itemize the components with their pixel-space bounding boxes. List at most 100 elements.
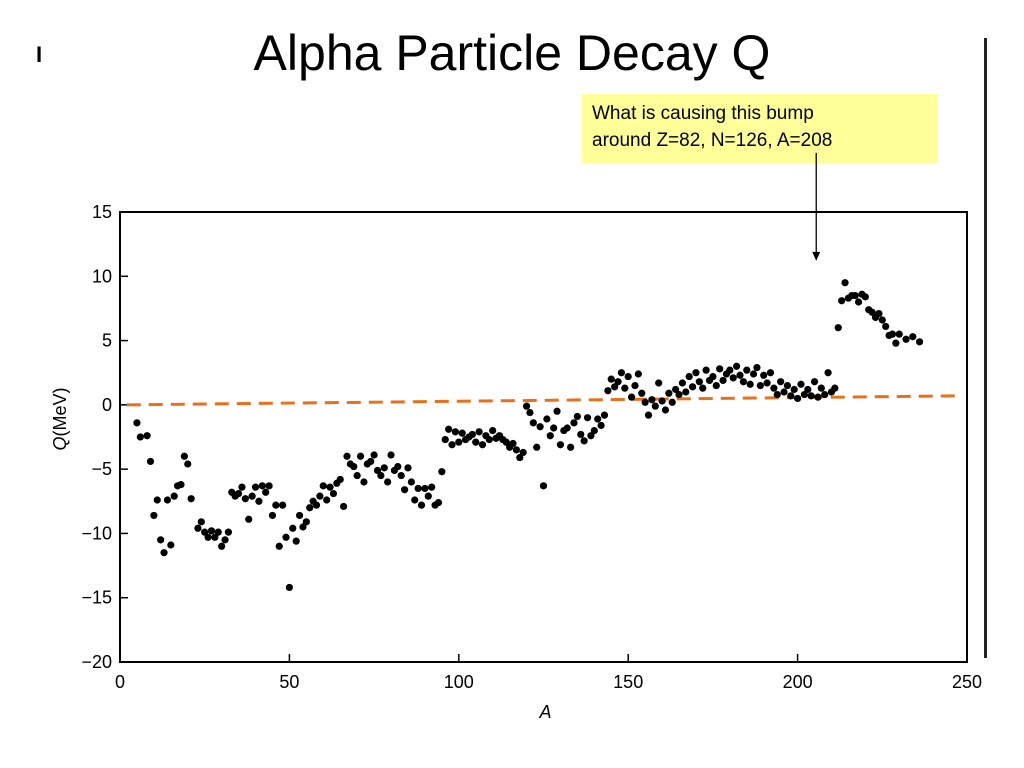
data-point bbox=[556, 441, 565, 449]
data-point bbox=[539, 482, 548, 490]
data-point bbox=[587, 432, 595, 440]
data-point bbox=[882, 322, 890, 331]
data-point bbox=[194, 524, 202, 532]
data-point bbox=[526, 408, 534, 417]
data-point bbox=[756, 381, 764, 390]
data-point bbox=[651, 402, 659, 410]
zero-reference-line bbox=[126, 394, 957, 407]
data-point bbox=[590, 426, 598, 435]
callout-arrow-head bbox=[812, 251, 821, 261]
data-point bbox=[150, 511, 158, 520]
data-point bbox=[238, 483, 246, 491]
data-point bbox=[157, 536, 165, 544]
y-axis-label: Q(MeV) bbox=[50, 387, 70, 450]
data-point bbox=[472, 438, 480, 446]
data-point bbox=[400, 486, 409, 494]
data-point bbox=[204, 533, 212, 541]
data-point bbox=[607, 375, 615, 383]
data-point bbox=[550, 424, 558, 432]
slide-title: Alpha Particle Decay Q bbox=[253, 25, 771, 81]
data-point bbox=[661, 406, 670, 414]
data-point bbox=[336, 475, 344, 484]
data-points bbox=[133, 279, 924, 592]
data-point bbox=[356, 452, 365, 460]
data-point bbox=[353, 471, 361, 480]
data-point bbox=[783, 381, 792, 390]
slide-mark: I bbox=[36, 42, 43, 67]
data-point bbox=[712, 381, 720, 390]
data-point bbox=[384, 478, 392, 486]
data-point bbox=[201, 528, 209, 536]
data-point bbox=[367, 457, 375, 466]
data-point bbox=[854, 298, 863, 306]
data-point bbox=[529, 419, 537, 427]
data-point bbox=[458, 429, 466, 437]
y-tick-label: −15 bbox=[81, 588, 112, 608]
data-point bbox=[502, 438, 510, 446]
data-point bbox=[841, 279, 849, 287]
data-point bbox=[577, 430, 585, 439]
data-point bbox=[445, 425, 453, 433]
data-point bbox=[692, 369, 700, 377]
data-point bbox=[340, 502, 348, 511]
data-point bbox=[295, 511, 304, 520]
data-point bbox=[218, 542, 226, 550]
data-point bbox=[428, 483, 436, 491]
data-point bbox=[370, 451, 378, 459]
data-point bbox=[187, 495, 195, 503]
data-point bbox=[533, 443, 541, 451]
data-point bbox=[617, 369, 626, 377]
data-point bbox=[861, 293, 869, 301]
data-point bbox=[279, 501, 287, 509]
data-point bbox=[248, 492, 256, 500]
data-point bbox=[312, 501, 321, 509]
data-point bbox=[743, 366, 751, 374]
data-point bbox=[685, 372, 693, 381]
data-point bbox=[634, 370, 642, 378]
data-point bbox=[478, 441, 487, 449]
data-point bbox=[421, 484, 429, 493]
data-point bbox=[448, 441, 456, 449]
data-point bbox=[621, 384, 629, 392]
data-point bbox=[522, 402, 531, 410]
data-point bbox=[726, 366, 734, 374]
data-point bbox=[475, 428, 483, 436]
data-point bbox=[136, 433, 144, 441]
y-tick-label: −10 bbox=[81, 523, 112, 543]
data-point bbox=[631, 381, 639, 390]
data-point bbox=[909, 333, 917, 341]
data-point bbox=[695, 378, 703, 386]
data-point bbox=[719, 376, 727, 385]
plot-frame bbox=[119, 211, 968, 663]
data-point bbox=[580, 437, 588, 445]
data-point bbox=[915, 338, 924, 346]
data-point bbox=[709, 372, 717, 381]
data-point bbox=[177, 480, 185, 489]
data-point bbox=[892, 339, 900, 347]
data-point bbox=[241, 495, 249, 503]
data-point bbox=[594, 415, 602, 423]
data-point bbox=[824, 369, 832, 377]
data-point bbox=[245, 515, 253, 523]
data-point bbox=[536, 423, 544, 431]
data-point bbox=[326, 483, 334, 491]
data-point bbox=[797, 380, 805, 388]
data-point bbox=[604, 387, 612, 395]
data-point bbox=[834, 324, 842, 332]
callout-line-2: around Z=82, N=126, A=208 bbox=[592, 130, 833, 151]
data-point bbox=[255, 497, 263, 505]
data-point bbox=[387, 451, 395, 459]
data-point bbox=[316, 492, 324, 500]
data-point bbox=[763, 379, 771, 387]
data-point bbox=[221, 536, 229, 544]
data-point bbox=[668, 398, 676, 406]
data-point bbox=[614, 378, 622, 386]
data-point bbox=[817, 384, 825, 392]
data-point bbox=[675, 390, 683, 399]
data-point bbox=[733, 362, 741, 370]
data-point bbox=[424, 492, 432, 500]
data-point bbox=[394, 462, 402, 471]
data-point bbox=[258, 482, 266, 490]
data-point bbox=[265, 482, 273, 490]
